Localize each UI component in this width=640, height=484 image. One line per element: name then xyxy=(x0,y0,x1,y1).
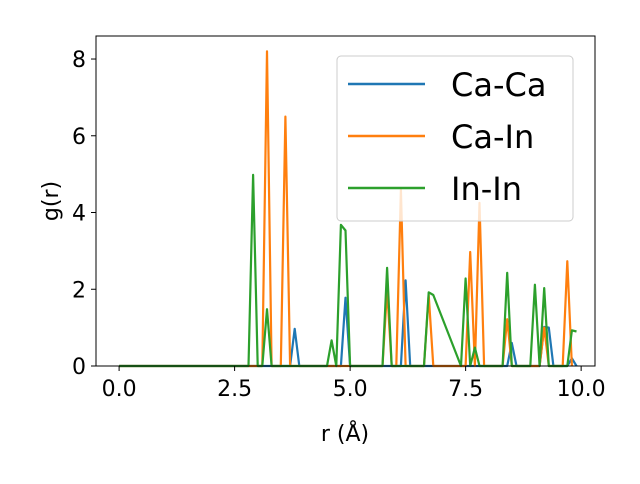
legend-items: Ca-Ca Ca-In In-In xyxy=(348,66,546,208)
legend-box xyxy=(336,55,574,222)
series-line-in-in xyxy=(119,173,577,368)
legend: Ca-Ca Ca-In In-In xyxy=(336,55,574,222)
legend-label-ca-in: Ca-In xyxy=(451,118,534,156)
y-tick-label: 6 xyxy=(72,125,86,150)
x-tick-label: 7.5 xyxy=(448,377,483,402)
y-tick-label: 2 xyxy=(72,278,86,303)
legend-label-in-in: In-In xyxy=(451,170,522,208)
plot-area xyxy=(95,35,596,368)
x-axis-title: r (Å) xyxy=(321,420,369,447)
axes-frame xyxy=(95,35,596,367)
x-tick-label: 0.0 xyxy=(102,377,137,402)
y-tick-label: 4 xyxy=(72,202,86,227)
y-axis-title: g(r) xyxy=(39,181,64,221)
x-axis-ticks: 0.0 2.5 5.0 7.5 10.0 xyxy=(102,366,606,402)
y-tick-label: 8 xyxy=(72,48,86,73)
legend-label-ca-ca: Ca-Ca xyxy=(451,66,546,104)
x-tick-label: 5.0 xyxy=(333,377,368,402)
y-tick-label: 0 xyxy=(72,355,86,380)
x-tick-label: 2.5 xyxy=(217,377,252,402)
y-axis-ticks: 0 2 4 6 8 xyxy=(72,48,96,380)
x-tick-label: 10.0 xyxy=(557,377,606,402)
